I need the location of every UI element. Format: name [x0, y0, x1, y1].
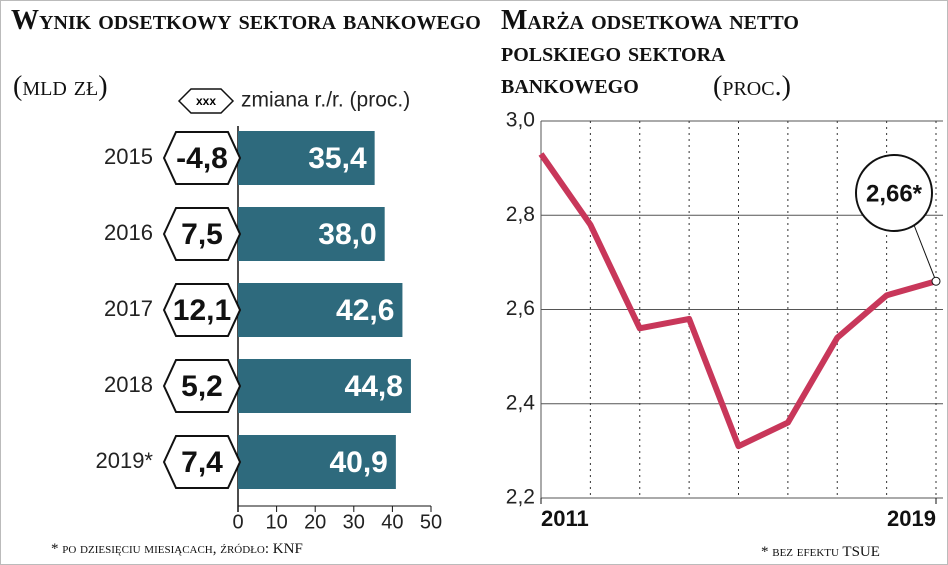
change-marker: [162, 131, 242, 185]
y-tick-label: 3,0: [506, 109, 535, 132]
value-label: 44,8: [345, 370, 403, 403]
line: [538, 152, 937, 450]
footnote: * po dziesięciu miesiącach, źródło: KNF: [51, 541, 303, 557]
change-label: 12,1: [173, 294, 231, 327]
y-tick-label: 2015: [104, 144, 153, 169]
x-tick-label: 0: [232, 511, 243, 533]
chart-title: Wynik odsetkowy sektora bankowego: [11, 5, 481, 36]
legend-marker-label: xxx: [196, 94, 216, 108]
y-tick-label: 2,8: [506, 203, 535, 226]
bar: [238, 359, 411, 413]
x-tick-label: 2019: [887, 506, 936, 531]
change-label: -4,8: [176, 142, 228, 175]
value-label: 40,9: [329, 446, 387, 479]
y-tick-label: 2,4: [506, 391, 536, 414]
callout-point: [931, 276, 941, 286]
y-tick-label: 2017: [104, 296, 153, 321]
x-tick-label: 10: [265, 511, 287, 533]
chart-title: Marża odsetkowa netto polskiego sektora …: [501, 5, 799, 100]
y-tick-label: 2019*: [95, 448, 153, 473]
y-tick-label: 2,6: [506, 297, 535, 320]
bar: [238, 283, 403, 337]
change-label: 7,4: [181, 446, 223, 479]
bar: [238, 131, 375, 185]
chart-subtitle: (proc.): [713, 71, 791, 102]
change-marker: [162, 435, 242, 489]
bar: [238, 435, 396, 489]
bar: [238, 207, 385, 261]
chart-subtitle: (mld zł): [13, 71, 108, 102]
annotation: 2,66*: [866, 180, 923, 207]
value-label: 35,4: [308, 142, 367, 175]
callout: [855, 154, 933, 232]
y-tick-label: 2016: [104, 220, 153, 245]
change-marker: [162, 207, 242, 261]
legend-label: zmiana r./r. (proc.): [241, 89, 410, 112]
y-tick-label: 2018: [104, 372, 153, 397]
value-label: 38,0: [318, 218, 376, 251]
x-tick-label: 20: [304, 511, 326, 533]
y-tick-label: 2,2: [506, 486, 535, 509]
x-tick-label: 30: [343, 511, 365, 533]
legend-marker: [177, 88, 235, 114]
change-label: 7,5: [181, 218, 223, 251]
change-marker: [162, 359, 242, 413]
x-tick-label: 50: [420, 511, 442, 533]
callout-line: [913, 224, 937, 282]
change-label: 5,2: [181, 370, 223, 403]
x-tick-label: 40: [381, 511, 403, 533]
x-tick-label: 2011: [541, 506, 589, 531]
footnote: * bez efektu TSUE: [761, 544, 880, 560]
value-label: 42,6: [336, 294, 394, 327]
change-marker: [162, 283, 242, 337]
